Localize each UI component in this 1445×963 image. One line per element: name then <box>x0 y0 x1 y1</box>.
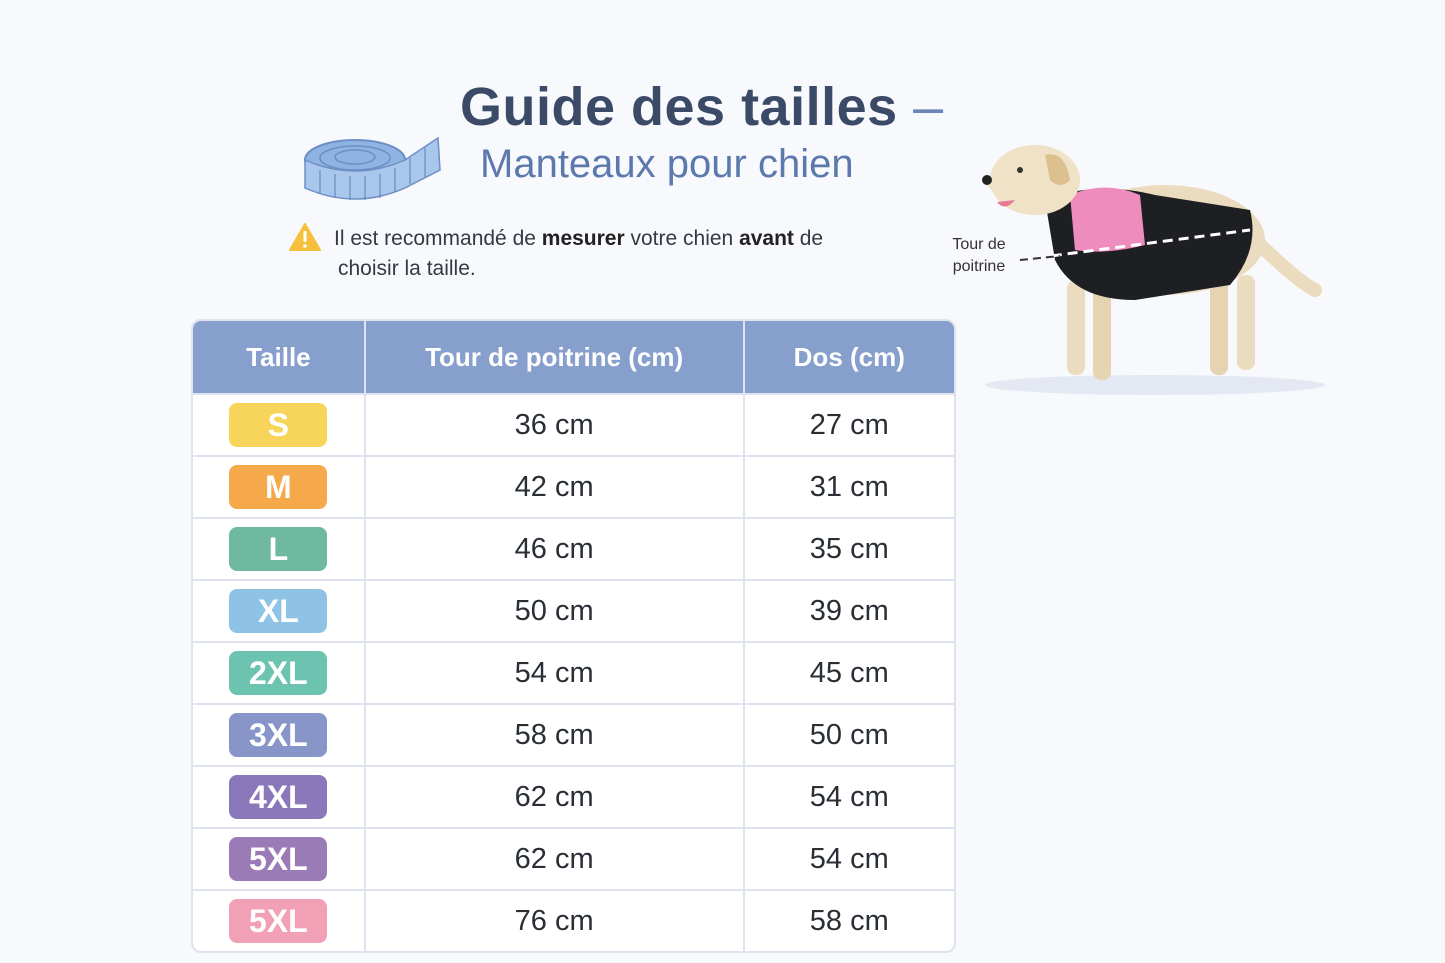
back-cell: 54 cm <box>744 827 954 889</box>
back-cell: 27 cm <box>744 393 954 455</box>
chest-cell: 42 cm <box>365 455 745 517</box>
table-row: 5XL 62 cm 54 cm <box>193 827 954 889</box>
chest-measure-label: Tour de poitrine <box>952 236 1006 275</box>
size-cell: 5XL <box>193 827 366 889</box>
size-badge: 4XL <box>229 775 328 819</box>
size-cell: 2XL <box>193 641 366 703</box>
size-cell: 3XL <box>193 703 366 765</box>
col-header-back: Dos (cm) <box>744 321 954 393</box>
table-row: XL 50 cm 39 cm <box>193 579 954 641</box>
size-cell: XL <box>193 579 366 641</box>
col-header-chest: Tour de poitrine (cm) <box>365 321 745 393</box>
chest-cell: 62 cm <box>365 765 745 827</box>
measuring-tape-icon <box>304 136 441 200</box>
back-cell: 39 cm <box>744 579 954 641</box>
chest-cell: 46 cm <box>365 517 745 579</box>
table-row: S 36 cm 27 cm <box>193 393 954 455</box>
size-badge: 5XL <box>229 899 328 943</box>
size-badge: 3XL <box>229 713 328 757</box>
table-row: 4XL 62 cm 54 cm <box>193 765 954 827</box>
size-badge: L <box>229 527 328 571</box>
size-cell: L <box>193 517 366 579</box>
chest-cell: 54 cm <box>365 641 745 703</box>
table-row: 3XL 58 cm 50 cm <box>193 703 954 765</box>
table-row: M 42 cm 31 cm <box>193 455 954 517</box>
back-cell: 45 cm <box>744 641 954 703</box>
size-badge: 2XL <box>229 651 328 695</box>
size-badge: S <box>229 403 328 447</box>
back-cell: 54 cm <box>744 765 954 827</box>
back-cell: 35 cm <box>744 517 954 579</box>
table-row: 5XL 76 cm 58 cm <box>193 889 954 951</box>
chest-cell: 76 cm <box>365 889 745 951</box>
size-badge: 5XL <box>229 837 328 881</box>
warning-icon <box>289 223 321 251</box>
size-cell: 5XL <box>193 889 366 951</box>
size-badge: XL <box>229 589 328 633</box>
size-badge: M <box>229 465 328 509</box>
back-cell: 50 cm <box>744 703 954 765</box>
size-cell: 4XL <box>193 765 366 827</box>
col-header-size: Taille <box>193 321 366 393</box>
chest-cell: 62 cm <box>365 827 745 889</box>
table-header-row: Taille Tour de poitrine (cm) Dos (cm) <box>193 321 954 393</box>
back-cell: 58 cm <box>744 889 954 951</box>
size-cell: M <box>193 455 366 517</box>
table-row: 2XL 54 cm 45 cm <box>193 641 954 703</box>
table-row: L 46 cm 35 cm <box>193 517 954 579</box>
back-cell: 31 cm <box>744 455 954 517</box>
chest-cell: 58 cm <box>365 703 745 765</box>
chest-cell: 36 cm <box>365 393 745 455</box>
dog-illustration <box>982 145 1325 395</box>
size-cell: S <box>193 393 366 455</box>
page-title: Guide des tailles – <box>460 77 944 137</box>
measure-notice: Il est recommandé de mesurer votre chien… <box>334 227 824 280</box>
chest-cell: 50 cm <box>365 579 745 641</box>
page-subtitle: Manteaux pour chien <box>480 142 854 186</box>
